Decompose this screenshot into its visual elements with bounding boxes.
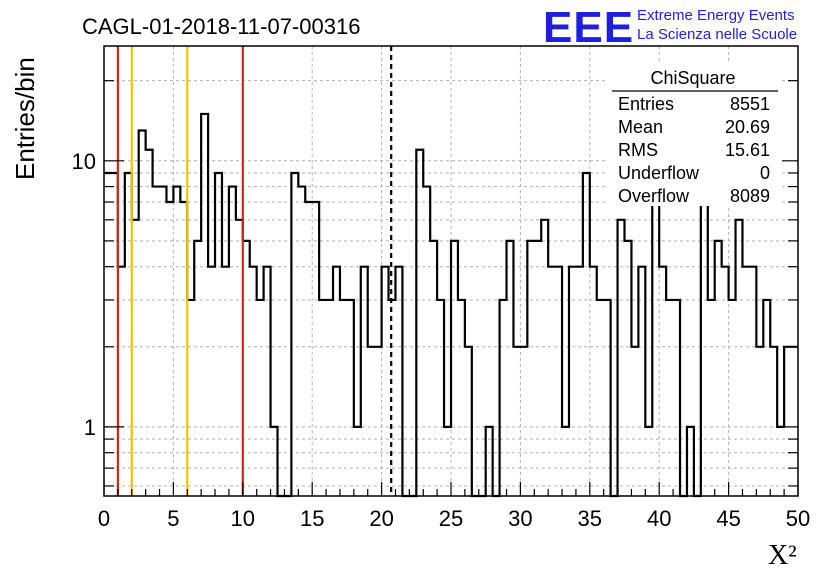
stats-value: 15.61	[725, 140, 770, 160]
stats-title: ChiSquare	[650, 68, 735, 88]
stats-label: Underflow	[618, 163, 700, 183]
x-tick-label: 45	[716, 506, 740, 531]
org-name-line2: La Scienza nelle Scuole	[637, 26, 797, 43]
stats-label: RMS	[618, 140, 658, 160]
marker-lines	[116, 46, 393, 496]
x-tick-label: 20	[369, 506, 393, 531]
x-tick-label: 15	[300, 506, 324, 531]
run-title: CAGL-01-2018-11-07-00316	[82, 14, 360, 39]
eee-logo: EEE	[543, 3, 634, 52]
y-tick-label: 10	[72, 149, 96, 174]
org-name-line1: Extreme Energy Events	[637, 7, 795, 24]
x-tick-label: 40	[647, 506, 671, 531]
y-axis-label: Entries/bin	[10, 57, 40, 180]
y-tick-label: 1	[84, 415, 96, 440]
stats-value: 0	[760, 163, 770, 183]
x-axis-label: X²	[768, 540, 797, 571]
x-tick-label: 0	[98, 506, 110, 531]
stats-box: ChiSquare Entries 8551 Mean 20.69 RMS 15.61 Un…	[606, 64, 782, 206]
stats-label: Mean	[618, 117, 663, 137]
stats-label: Entries	[618, 94, 674, 114]
stats-value: 8089	[730, 186, 770, 206]
x-tick-label: 25	[439, 506, 463, 531]
x-tick-label: 35	[578, 506, 602, 531]
x-tick-label: 10	[231, 506, 255, 531]
stats-value: 8551	[730, 94, 770, 114]
x-tick-label: 5	[167, 506, 179, 531]
x-tick-label: 30	[508, 506, 532, 531]
stats-label: Overflow	[618, 186, 690, 206]
axis-ticks: 0 5 10 15 20 25 30 35 40 45 50 1 10	[72, 80, 810, 531]
stats-value: 20.69	[725, 117, 770, 137]
x-tick-label: 50	[786, 506, 810, 531]
